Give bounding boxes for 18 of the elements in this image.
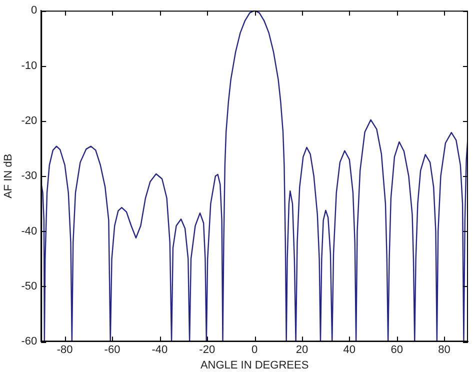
x-tick-label: -20 — [199, 344, 216, 356]
y-tick-label: -30 — [21, 170, 38, 182]
x-tick-label: 0 — [251, 344, 258, 356]
y-tick-label: -40 — [21, 225, 38, 238]
x-tick-label: -40 — [152, 344, 168, 356]
x-tick-label: 20 — [296, 344, 308, 356]
x-tick-label: -80 — [56, 344, 73, 356]
x-tick-label: 80 — [438, 344, 450, 356]
x-tick-label: -60 — [104, 344, 120, 356]
y-tick-label: 0 — [30, 4, 38, 17]
x-tick-label: 60 — [390, 344, 403, 356]
y-axis-title: AF IN dB — [2, 154, 15, 198]
y-tick-label: -20 — [21, 114, 38, 127]
y-tick-label: -50 — [21, 280, 38, 292]
y-tick-label: -60 — [21, 336, 38, 348]
y-tick-label: -10 — [21, 60, 38, 72]
x-axis-title: ANGLE IN DEGREES — [200, 359, 309, 372]
x-tick-label: 40 — [343, 344, 356, 356]
